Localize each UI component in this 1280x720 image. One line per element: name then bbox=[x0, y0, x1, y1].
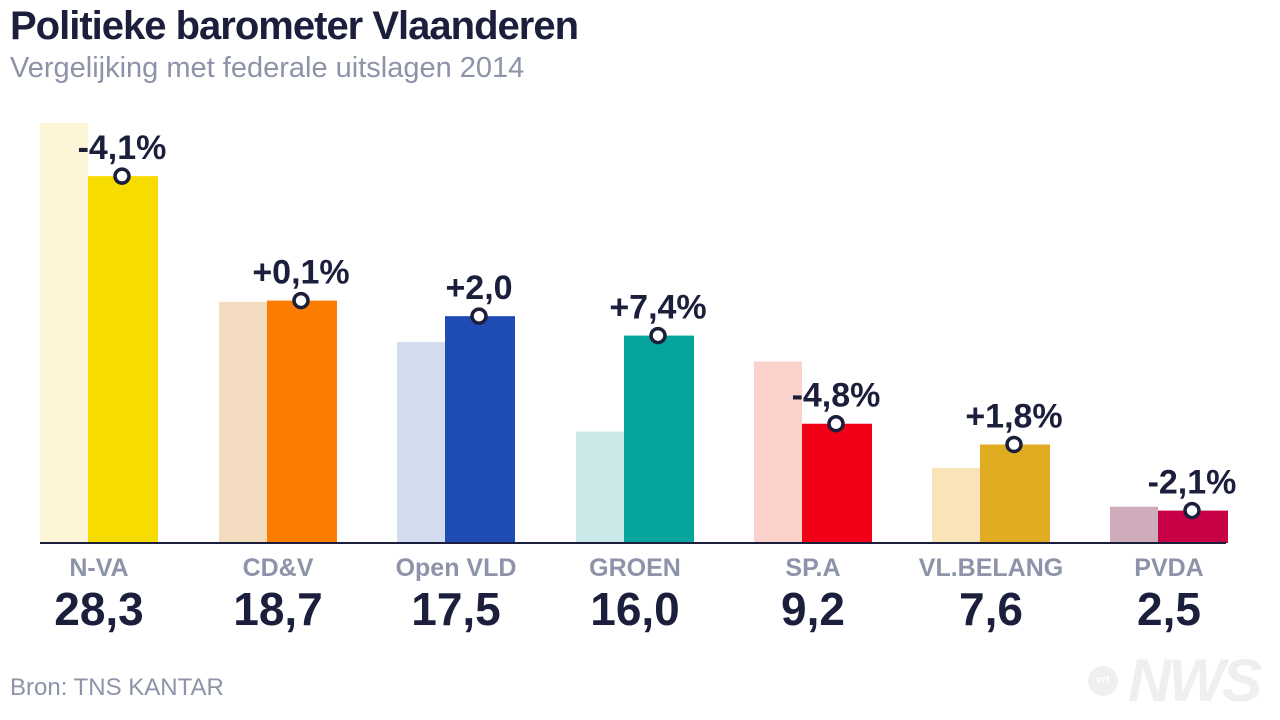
marker-circle bbox=[113, 167, 131, 185]
vrt-nws-logo bbox=[1088, 666, 1118, 696]
value-label: 18,7 bbox=[233, 583, 323, 635]
bar-current bbox=[267, 300, 337, 543]
value-label: 28,3 bbox=[54, 583, 144, 635]
category-label: CD&V bbox=[243, 554, 314, 582]
marker-circle bbox=[1183, 501, 1201, 520]
value-label: 16,0 bbox=[590, 583, 680, 635]
category-label: GROEN bbox=[589, 554, 681, 582]
change-label: -2,1% bbox=[1148, 464, 1237, 502]
bar-2014 bbox=[397, 342, 445, 543]
bar-2014 bbox=[40, 123, 88, 543]
change-label: +2,0 bbox=[445, 269, 512, 307]
bar-current bbox=[445, 316, 515, 543]
bar-2014 bbox=[219, 301, 267, 543]
bar-2014 bbox=[932, 467, 980, 543]
chart-subtitle: Vergelijking met federale uitslagen 2014 bbox=[10, 52, 525, 84]
source-note: Bron: TNS KANTAR bbox=[10, 674, 224, 701]
marker-circle bbox=[292, 291, 310, 310]
category-label: VL.BELANG bbox=[919, 554, 1063, 582]
category-label: SP.A bbox=[785, 554, 840, 582]
bar-2014 bbox=[754, 361, 802, 543]
value-label: 2,5 bbox=[1137, 583, 1201, 635]
category-label: N-VA bbox=[69, 554, 128, 582]
logo-vrt-text: vrt bbox=[1095, 674, 1111, 686]
marker-circle bbox=[1005, 435, 1023, 454]
bar-current bbox=[980, 444, 1050, 543]
category-label: Open VLD bbox=[396, 554, 517, 582]
bar-current bbox=[624, 335, 694, 543]
change-label: -4,1% bbox=[78, 129, 167, 167]
bar-current bbox=[802, 423, 872, 543]
logo-nws-text: NWS bbox=[1128, 647, 1262, 714]
marker-circle bbox=[827, 414, 845, 433]
change-label: +1,8% bbox=[965, 397, 1062, 435]
bar-2014 bbox=[1110, 506, 1158, 543]
chart-title: Politieke barometer Vlaanderen bbox=[10, 4, 579, 48]
value-label: 7,6 bbox=[959, 583, 1023, 635]
marker-circle bbox=[470, 307, 488, 325]
category-label: PVDA bbox=[1134, 554, 1203, 582]
change-label: +0,1% bbox=[252, 254, 349, 292]
bar-current bbox=[88, 176, 158, 544]
bar-2014 bbox=[576, 431, 624, 543]
marker-circle bbox=[649, 326, 667, 345]
change-label: -4,8% bbox=[792, 377, 881, 415]
value-label: 17,5 bbox=[411, 583, 501, 635]
value-label: 9,2 bbox=[781, 583, 845, 635]
change-label: +7,4% bbox=[609, 289, 706, 327]
